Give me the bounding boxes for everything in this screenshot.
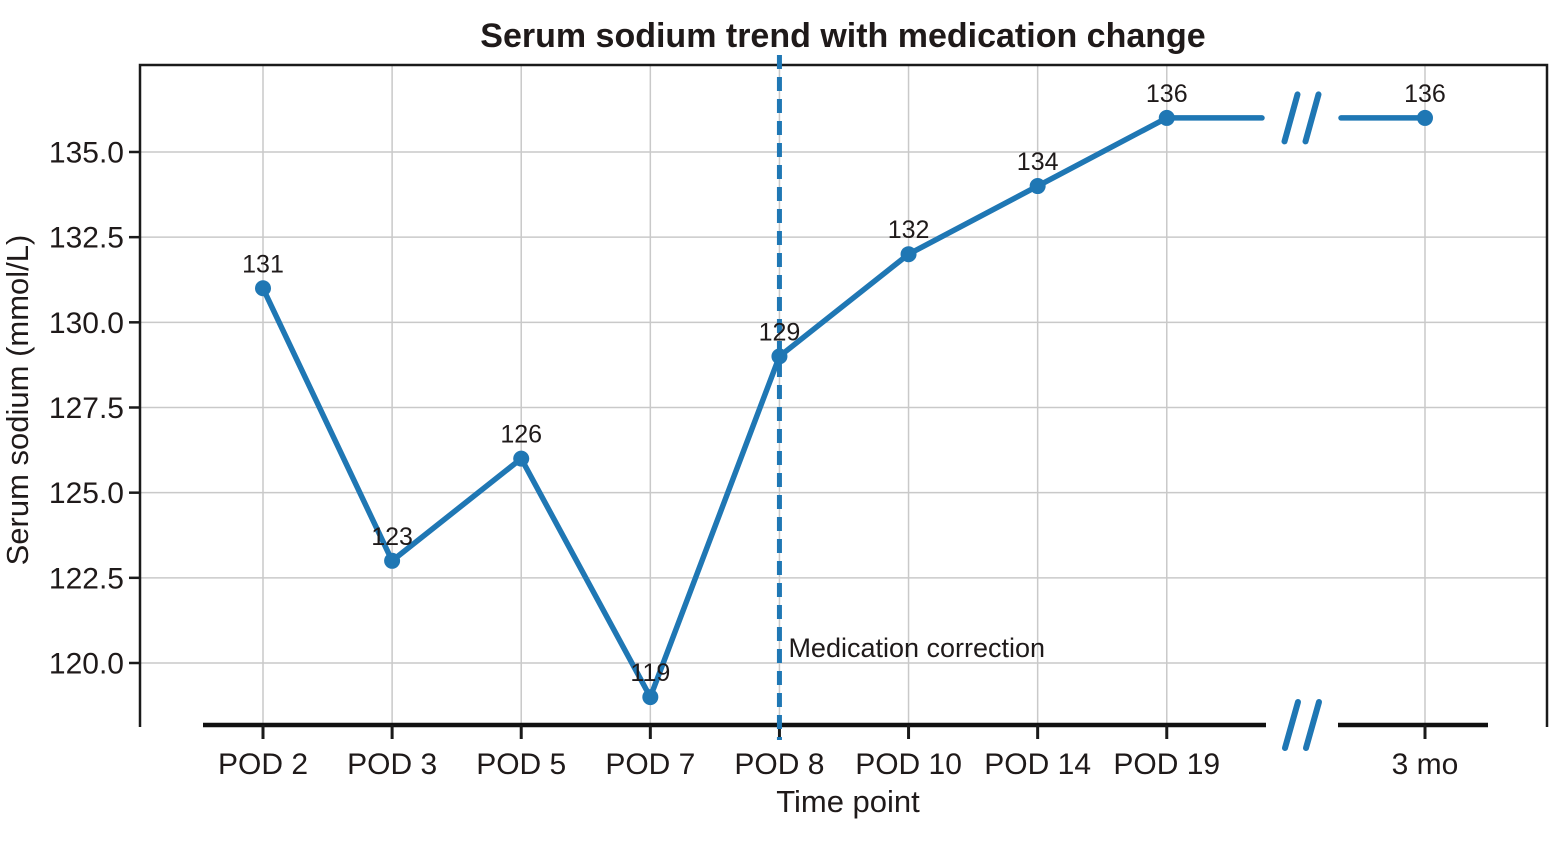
data-point-label: 129 bbox=[759, 318, 801, 346]
x-tick-label: POD 8 bbox=[734, 748, 824, 781]
label-layer: POD 2 POD 3 POD 5 POD 7 POD 8 POD 10 POD 14 POD… bbox=[49, 80, 1458, 781]
axis-break-mark bbox=[1303, 699, 1322, 751]
x-tick-label: POD 3 bbox=[347, 748, 437, 781]
y-tick-label: 120.0 bbox=[49, 648, 124, 681]
series-break-mark bbox=[1281, 91, 1301, 145]
data-point-label: 136 bbox=[1146, 80, 1188, 108]
data-point-label: 132 bbox=[888, 216, 930, 244]
data-point-marker bbox=[642, 689, 659, 706]
y-tick-label: 132.5 bbox=[49, 222, 124, 255]
grid-layer bbox=[140, 65, 1547, 727]
axis-break-mark bbox=[1282, 699, 1301, 751]
medication-annotation: Medication correction bbox=[788, 633, 1045, 663]
data-point-label: 136 bbox=[1404, 80, 1446, 108]
data-point-marker bbox=[900, 246, 917, 263]
plot-border bbox=[138, 63, 1549, 727]
y-tick-label: 122.5 bbox=[49, 562, 124, 595]
chart-title: Serum sodium trend with medication chang… bbox=[480, 17, 1205, 55]
x-axis-title: Time point bbox=[776, 784, 920, 819]
series-break-mark bbox=[1302, 91, 1322, 145]
data-point-label: 134 bbox=[1017, 148, 1059, 176]
x-tick-label: POD 2 bbox=[218, 748, 308, 781]
data-point-label: 131 bbox=[242, 250, 284, 278]
x-tick-label: POD 5 bbox=[476, 748, 566, 781]
axes-layer bbox=[129, 63, 1549, 751]
x-tick-label: POD 7 bbox=[605, 748, 695, 781]
series-line bbox=[260, 115, 1170, 700]
x-tick-label: 3 mo bbox=[1392, 748, 1459, 781]
y-tick-label: 135.0 bbox=[49, 136, 124, 169]
y-tick-label: 130.0 bbox=[49, 307, 124, 340]
y-tick-label: 127.5 bbox=[49, 392, 124, 425]
x-tick-label: POD 14 bbox=[984, 748, 1091, 781]
data-point-marker bbox=[384, 552, 401, 569]
data-point-marker bbox=[771, 348, 788, 365]
data-point-marker bbox=[513, 450, 530, 467]
series-layer bbox=[255, 55, 1433, 740]
data-point-marker bbox=[1158, 109, 1175, 126]
data-point-marker bbox=[1029, 178, 1046, 195]
y-tick-label: 125.0 bbox=[49, 477, 124, 510]
y-axis-title: Serum sodium (mmol/L) bbox=[0, 235, 35, 566]
x-tick-label: POD 19 bbox=[1113, 748, 1220, 781]
data-point-marker bbox=[1416, 109, 1433, 126]
x-tick-label: POD 10 bbox=[855, 748, 962, 781]
data-point-label: 119 bbox=[630, 659, 670, 687]
data-point-marker bbox=[255, 280, 271, 297]
data-point-label: 123 bbox=[371, 523, 413, 551]
data-point-label: 126 bbox=[500, 421, 542, 449]
